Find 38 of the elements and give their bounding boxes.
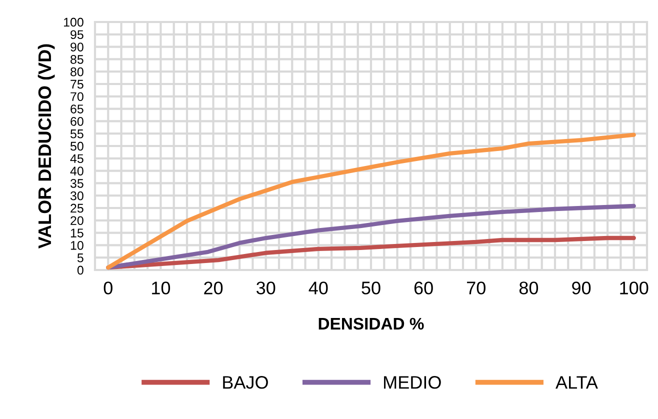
y-tick-label: 65	[70, 104, 84, 114]
x-tick-label: 90	[572, 282, 591, 294]
x-tick-label: 50	[362, 282, 380, 294]
x-tick-label: 70	[467, 282, 486, 294]
legend-label: ALTA	[556, 376, 598, 389]
y-tick-label: 75	[70, 80, 84, 89]
x-axis-title: DENSIDAD %	[318, 318, 424, 330]
y-tick-label: 35	[70, 179, 84, 188]
y-tick-label: 15	[70, 228, 84, 238]
y-tick-label: 0	[77, 266, 84, 275]
y-tick-label: 85	[70, 55, 84, 64]
y-tick-label: 5	[77, 254, 84, 262]
line-series	[106, 132, 636, 270]
x-tick-label: 60	[414, 282, 433, 294]
y-axis-title: VALOR DEDUCIDO (VD)	[38, 44, 55, 249]
y-tick-label: 45	[70, 154, 84, 164]
x-tick-label: 20	[204, 282, 223, 294]
legend-label: BAJO	[223, 376, 268, 389]
y-tick-label: 95	[70, 30, 84, 40]
y-tick-label: 80	[70, 67, 84, 76]
y-tick-label: 100	[64, 18, 84, 27]
x-tick-label: 100	[620, 282, 648, 294]
y-tick-label: 70	[70, 92, 84, 102]
y-tick-label: 60	[70, 117, 84, 126]
x-tick-label: 30	[256, 282, 276, 294]
y-tick-label: 55	[70, 130, 84, 138]
y-tick-label: 30	[70, 191, 84, 200]
y-tick-label: 50	[70, 142, 84, 151]
y-tick-label: 90	[70, 42, 84, 52]
y-tick-label: 20	[70, 216, 84, 226]
y-tick-label: 25	[70, 204, 84, 213]
x-tick-label: 0	[104, 282, 112, 294]
x-tick-label: 40	[308, 282, 328, 294]
x-tick-label: 10	[152, 282, 170, 294]
legend-label: MEDIO	[384, 376, 441, 389]
x-tick-label: 80	[519, 282, 538, 294]
y-tick-label: 10	[70, 241, 84, 250]
y-tick-label: 40	[70, 166, 84, 176]
